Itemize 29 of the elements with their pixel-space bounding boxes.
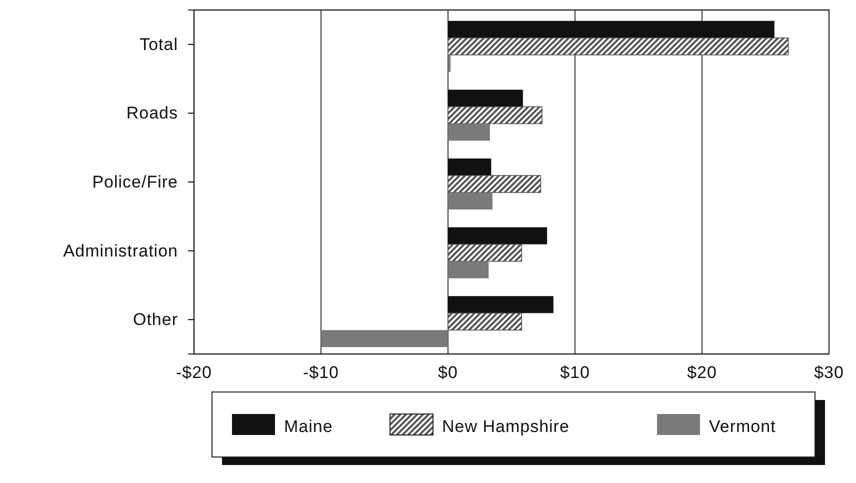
bar (448, 296, 554, 314)
bar (448, 38, 789, 56)
bar (448, 54, 451, 72)
bar (448, 158, 492, 176)
legend-label: Vermont (709, 417, 776, 436)
bar (448, 175, 542, 193)
bar (448, 90, 523, 107)
bar (448, 227, 548, 244)
y-tick-label: Total (140, 34, 178, 54)
y-tick-label: Administration (63, 241, 178, 260)
legend-label: Maine (284, 417, 333, 436)
bar (448, 261, 489, 278)
y-tick-label: Roads (126, 104, 178, 123)
bar (448, 124, 490, 141)
bar (448, 106, 542, 124)
bar (448, 312, 522, 330)
bar (321, 330, 448, 348)
bar (448, 20, 774, 38)
x-tick-label: $30 (814, 363, 844, 382)
x-tick-label: -$20 (176, 363, 212, 382)
bar (448, 192, 492, 210)
x-tick-label: -$10 (302, 363, 340, 382)
legend-label: New Hampshire (442, 417, 570, 436)
x-tick-label: $0 (438, 363, 458, 382)
y-tick-label: Other (132, 310, 178, 330)
bar (448, 244, 522, 262)
x-tick-label: $20 (687, 363, 717, 382)
x-tick-label: $10 (560, 363, 590, 382)
y-tick-label: Police/Fire (92, 172, 178, 192)
